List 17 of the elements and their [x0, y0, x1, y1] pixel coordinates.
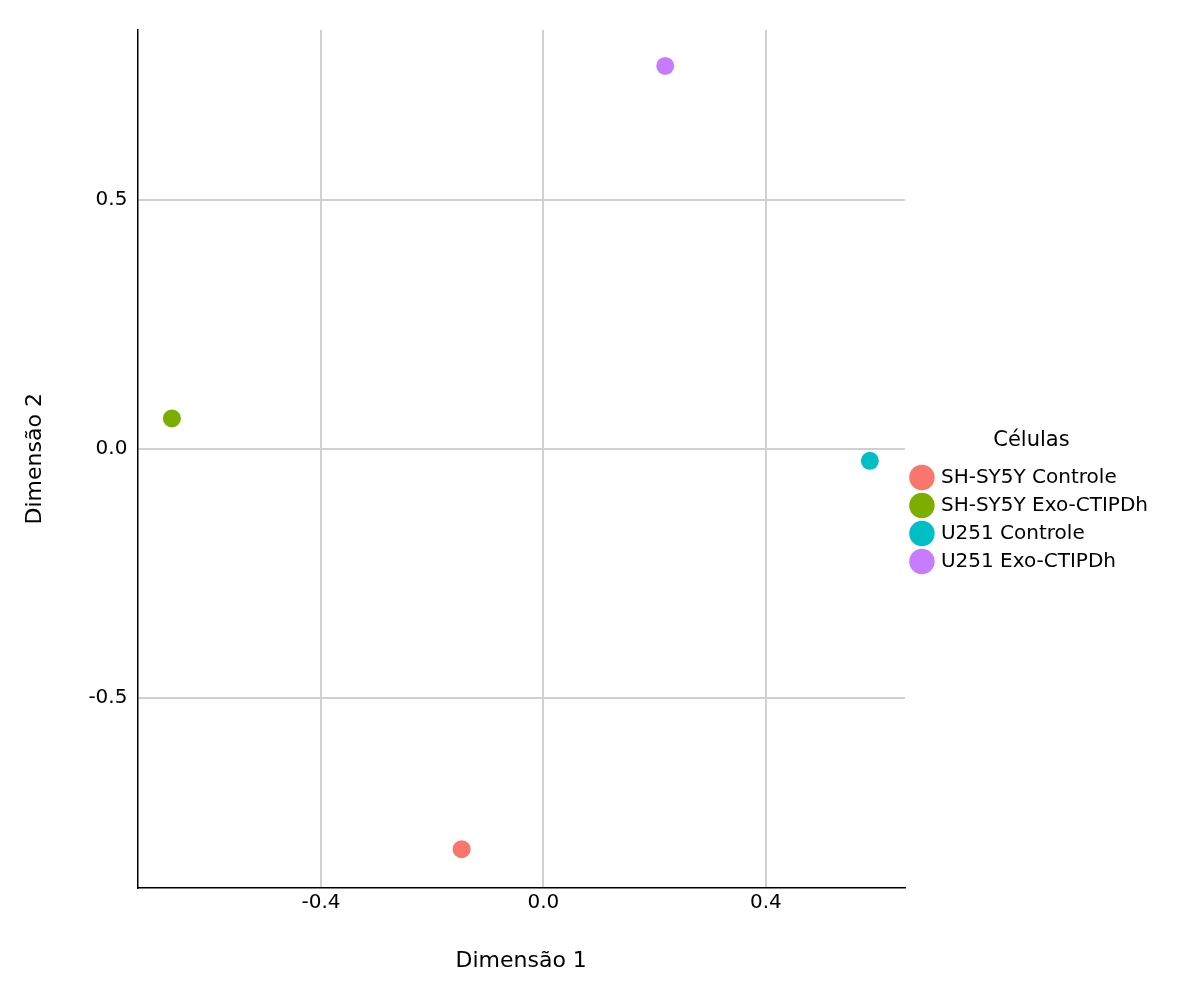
legend-title: Células: [993, 427, 1070, 452]
x-axis-title: Dimensão 1: [455, 946, 587, 972]
y-tick-label: 0.5: [95, 185, 128, 210]
point: [452, 840, 471, 859]
y-tick-label: -0.5: [88, 684, 128, 709]
legend-label: U251 Controle: [940, 519, 1085, 544]
x-tick-label: 0.0: [527, 888, 560, 913]
legend-label: U251 Exo-CTIPDh: [940, 547, 1117, 572]
point: [860, 451, 879, 470]
y-tick-label: 0.0: [95, 435, 128, 460]
point: [162, 409, 181, 428]
legend-label: SH-SY5Y Controle: [940, 463, 1117, 488]
point: [656, 56, 675, 75]
x-tick-label: 0.4: [749, 888, 782, 913]
y-axis-title: Dimensão 2: [20, 393, 46, 525]
x-tick-label: -0.4: [301, 888, 341, 913]
legend-label: SH-SY5Y Exo-CTIPDh: [940, 491, 1148, 516]
